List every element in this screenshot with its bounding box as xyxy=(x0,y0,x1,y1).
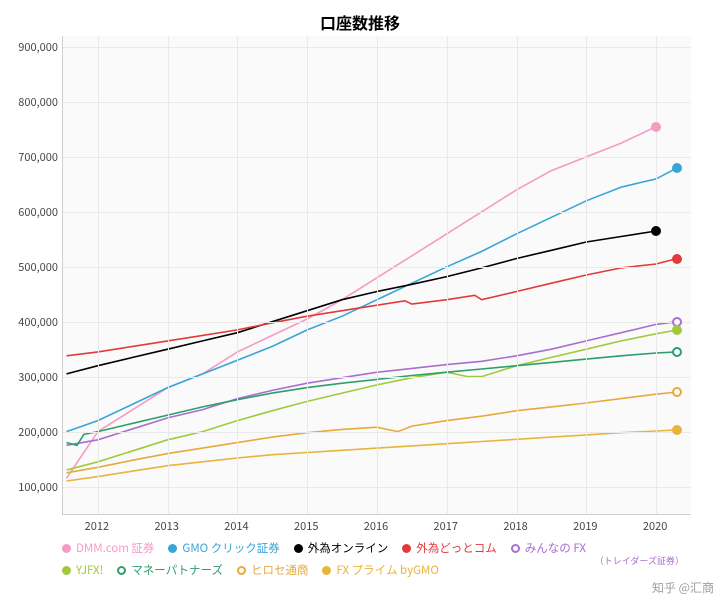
series-end-marker-yjfx xyxy=(672,325,682,335)
legend-item-dmm: DMM.com 証券 xyxy=(62,540,154,556)
y-axis-tick: 500,000 xyxy=(3,259,58,275)
legend-dot-icon xyxy=(511,544,520,553)
x-axis-tick: 2020 xyxy=(643,518,667,534)
legend-label: ヒロセ通商 xyxy=(251,562,309,578)
x-axis-tick: 2018 xyxy=(503,518,527,534)
legend-dot-icon xyxy=(62,566,71,575)
series-end-marker-hirose xyxy=(672,387,682,397)
legend-label: みんなの FX xyxy=(525,540,586,556)
y-axis-tick: 300,000 xyxy=(3,369,58,385)
legend-dot-icon xyxy=(168,544,177,553)
x-axis-tick: 2017 xyxy=(434,518,458,534)
series-end-marker-fx-prime xyxy=(672,425,682,435)
gridline-v xyxy=(377,36,378,514)
legend-item-fx-prime: FX プライム byGMO xyxy=(322,562,438,578)
gridline-v xyxy=(307,36,308,514)
series-end-marker-gmo-click xyxy=(672,163,682,173)
legend-dot-icon xyxy=(237,566,246,575)
gridline-v xyxy=(237,36,238,514)
y-axis-tick: 400,000 xyxy=(3,314,58,330)
legend-dot-icon xyxy=(322,566,331,575)
series-end-marker-gaitame-online xyxy=(651,226,661,236)
legend-item-minnano-fx: みんなの FX xyxy=(511,540,586,556)
legend-dot-icon xyxy=(117,566,126,575)
gridline-v xyxy=(168,36,169,514)
gridline-v xyxy=(656,36,657,514)
legend-item-hirose: ヒロセ通商 xyxy=(237,562,309,578)
y-axis-tick: 700,000 xyxy=(3,149,58,165)
y-axis-tick: 200,000 xyxy=(3,424,58,440)
chart-plot-area xyxy=(62,36,691,515)
y-axis-tick: 100,000 xyxy=(3,479,58,495)
y-axis-tick: 800,000 xyxy=(3,94,58,110)
chart-legend: DMM.com 証券 GMO クリック証券 外為オンライン 外為どっとコム みんなの F… xyxy=(62,540,690,584)
x-axis-tick: 2012 xyxy=(85,518,109,534)
gridline-v xyxy=(586,36,587,514)
legend-label: 外為オンライン xyxy=(308,540,389,556)
x-axis-tick: 2013 xyxy=(154,518,178,534)
series-end-marker-money-partners xyxy=(672,347,682,357)
legend-label: GMO クリック証券 xyxy=(182,540,279,556)
series-line-dmm xyxy=(67,127,657,479)
x-axis-tick: 2016 xyxy=(364,518,388,534)
legend-item-money-partners: マネーパトナーズ xyxy=(117,562,223,578)
gridline-v xyxy=(447,36,448,514)
chart-title: 口座数推移 xyxy=(0,10,720,34)
series-end-marker-gaitame-dotcom xyxy=(672,254,682,264)
series-end-marker-dmm xyxy=(651,122,661,132)
series-line-gaitame-online xyxy=(67,231,657,374)
legend-label: YJFX! xyxy=(76,562,103,578)
legend-item-yjfx: YJFX! xyxy=(62,562,103,578)
x-axis-tick: 2015 xyxy=(294,518,318,534)
y-axis-tick: 900,000 xyxy=(3,39,58,55)
gridline-v xyxy=(98,36,99,514)
legend-label: FX プライム byGMO xyxy=(336,562,438,578)
watermark: 知乎 @汇商 xyxy=(652,579,714,596)
legend-item-gaitame-dotcom: 外為どっとコム xyxy=(402,540,497,556)
legend-dot-icon xyxy=(62,544,71,553)
legend-dot-icon xyxy=(294,544,303,553)
legend-label: DMM.com 証券 xyxy=(76,540,154,556)
gridline-v xyxy=(517,36,518,514)
legend-item-gmo-click: GMO クリック証券 xyxy=(168,540,279,556)
x-axis-tick: 2014 xyxy=(224,518,248,534)
x-axis-tick: 2019 xyxy=(573,518,597,534)
legend-dot-icon xyxy=(402,544,411,553)
y-axis-tick: 600,000 xyxy=(3,204,58,220)
legend-item-gaitame-online: 外為オンライン xyxy=(294,540,389,556)
legend-label: マネーパトナーズ xyxy=(131,562,223,578)
legend-label: 外為どっとコム xyxy=(416,540,497,556)
legend-sublabel-minnano-fx: （トレイダーズ証券） xyxy=(595,554,684,567)
